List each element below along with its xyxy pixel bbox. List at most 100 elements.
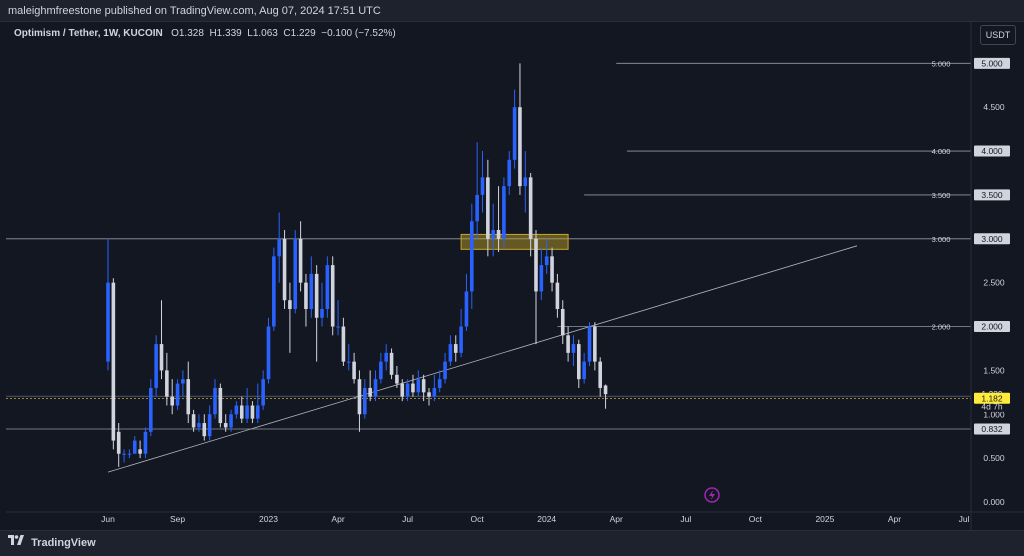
candle-body[interactable] — [480, 177, 485, 195]
candle-body[interactable] — [470, 221, 474, 292]
candle-body[interactable] — [149, 387, 153, 432]
candle-body[interactable] — [534, 238, 538, 292]
candle-body[interactable] — [122, 453, 126, 455]
candle-body[interactable] — [197, 423, 201, 428]
candle-body[interactable] — [256, 405, 260, 419]
candle-body[interactable] — [384, 352, 388, 362]
currency-button[interactable]: USDT — [980, 25, 1016, 45]
candle-body[interactable] — [218, 387, 223, 424]
footer-brand: TradingView — [31, 537, 96, 549]
candle-body[interactable] — [293, 238, 298, 309]
candle-body[interactable] — [207, 414, 212, 437]
candle-body[interactable] — [325, 265, 330, 309]
candle-body[interactable] — [170, 396, 174, 406]
candle-body[interactable] — [507, 159, 512, 187]
candle-body[interactable] — [373, 379, 378, 397]
candle-body[interactable] — [266, 326, 271, 380]
candle-body[interactable] — [512, 107, 517, 160]
chart-area[interactable]: 5.000 4.000 3.500 3.000 2.000 0.000 0.500 1.00… — [6, 22, 1024, 530]
candle-body[interactable] — [314, 273, 319, 318]
candle-body[interactable] — [181, 379, 185, 384]
candle-body[interactable] — [598, 361, 602, 388]
candle-body[interactable] — [186, 379, 191, 415]
candle-body[interactable] — [389, 352, 394, 375]
candle-body[interactable] — [427, 392, 431, 397]
candle-body[interactable] — [582, 361, 586, 380]
candle-body[interactable] — [368, 387, 372, 397]
candle-body[interactable] — [277, 238, 281, 257]
candle-body[interactable] — [566, 335, 570, 353]
candle-body[interactable] — [555, 282, 560, 309]
candle-body[interactable] — [250, 405, 255, 419]
candle-body[interactable] — [491, 230, 495, 239]
candle-body[interactable] — [336, 326, 340, 328]
lightning-icon[interactable] — [704, 487, 720, 503]
candle-body[interactable] — [453, 344, 458, 353]
candle-body[interactable] — [421, 379, 426, 393]
candle-body[interactable] — [411, 383, 415, 393]
candle-body[interactable] — [379, 361, 383, 380]
candle-body[interactable] — [464, 291, 469, 327]
candle-body[interactable] — [528, 177, 533, 239]
candle-body[interactable] — [603, 385, 608, 395]
candle-body[interactable] — [175, 383, 180, 406]
candle-body[interactable] — [486, 177, 490, 239]
candle-body[interactable] — [191, 414, 196, 428]
candle-body[interactable] — [475, 194, 479, 222]
candle-body[interactable] — [496, 230, 501, 239]
candle-body[interactable] — [405, 383, 410, 397]
candle-body[interactable] — [304, 282, 308, 309]
candle-body[interactable] — [116, 431, 121, 454]
candle-body[interactable] — [202, 423, 207, 437]
candle-body[interactable] — [138, 449, 142, 454]
candle-body[interactable] — [159, 344, 164, 371]
candle-body[interactable] — [234, 405, 239, 415]
candle-body[interactable] — [443, 361, 447, 380]
candle-body[interactable] — [400, 383, 405, 397]
candle-body[interactable] — [363, 387, 367, 415]
candle-body[interactable] — [330, 265, 335, 327]
candle-body[interactable] — [539, 265, 544, 292]
candle-body[interactable] — [106, 282, 110, 362]
candle-body[interactable] — [111, 282, 116, 441]
candle-body[interactable] — [282, 238, 287, 301]
candle-body[interactable] — [550, 256, 554, 283]
candle-body[interactable] — [223, 423, 228, 428]
candle-body[interactable] — [341, 326, 346, 362]
candle-body[interactable] — [437, 379, 442, 388]
candle-body[interactable] — [143, 431, 148, 454]
candle-body[interactable] — [320, 308, 324, 318]
candle-body[interactable] — [560, 308, 565, 336]
candle-body[interactable] — [239, 405, 244, 419]
candle-body[interactable] — [165, 370, 169, 397]
candle-body[interactable] — [593, 326, 597, 362]
candle-body[interactable] — [459, 326, 463, 353]
candle-body[interactable] — [432, 387, 437, 397]
price-label-bg — [974, 423, 1010, 435]
candle-body[interactable] — [261, 379, 265, 406]
candle-body[interactable] — [288, 300, 292, 309]
candle-body[interactable] — [448, 344, 453, 362]
candle-body[interactable] — [502, 186, 506, 239]
candle-body[interactable] — [587, 326, 592, 362]
candle-body[interactable] — [357, 379, 362, 415]
candle-body[interactable] — [213, 387, 217, 415]
candle-body[interactable] — [416, 379, 421, 393]
candle-body[interactable] — [577, 344, 581, 380]
candle-body[interactable] — [298, 238, 303, 283]
candle-body[interactable] — [518, 107, 522, 187]
candle-body[interactable] — [272, 256, 276, 327]
candle-body[interactable] — [395, 374, 399, 384]
candle-body[interactable] — [127, 453, 132, 455]
candle-body[interactable] — [132, 440, 137, 454]
candlestick-chart[interactable]: 5.000 4.000 3.500 3.000 2.000 0.000 0.500 1.00… — [6, 22, 1024, 530]
candle-body[interactable] — [309, 273, 314, 309]
candle-body[interactable] — [352, 361, 356, 380]
candle-body[interactable] — [229, 414, 233, 428]
candle-body[interactable] — [346, 361, 351, 363]
candle-body[interactable] — [544, 256, 549, 266]
candle-body[interactable] — [571, 344, 576, 353]
candle-body[interactable] — [154, 344, 158, 388]
candle-body[interactable] — [245, 405, 249, 419]
candle-body[interactable] — [523, 177, 528, 187]
